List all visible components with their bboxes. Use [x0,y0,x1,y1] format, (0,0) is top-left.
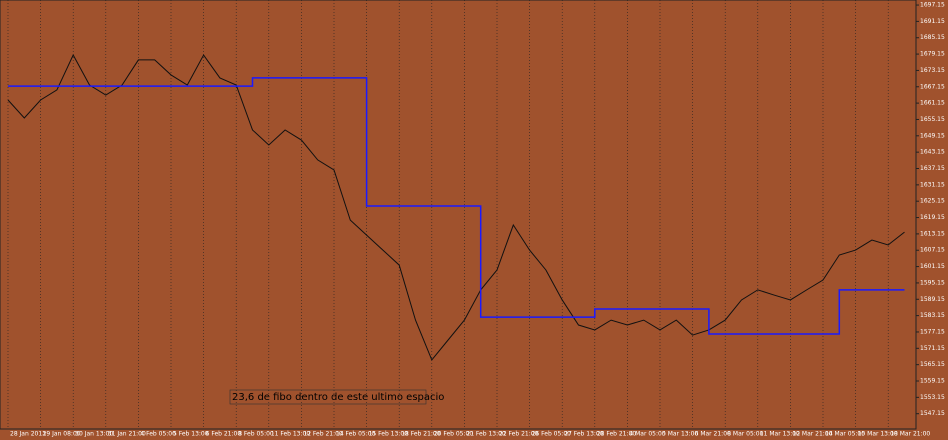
x-tick-label: 6 Mar 21:00 [695,431,731,438]
x-tick-label: 12 Feb 21:00 [303,431,343,438]
x-tick-label: 8 Feb 05:00 [238,431,274,438]
y-tick-label: 1571.15 [920,345,945,352]
x-tick-label: 20 Feb 05:00 [434,431,474,438]
y-tick-label: 1673.15 [920,67,945,74]
y-tick-label: 1679.15 [920,51,945,58]
y-tick-label: 1697.15 [920,2,945,9]
x-tick-label: 31 Jan 21:00 [108,431,146,438]
y-tick-label: 1691.15 [920,18,945,25]
x-tick-label: 28 Jan 2013 [10,431,46,438]
x-tick-label: 4 Feb 05:00 [140,431,176,438]
x-tick-label: 11 Feb 13:00 [271,431,311,438]
y-tick-label: 1565.15 [920,361,945,368]
x-tick-label: 15 Feb 13:00 [369,431,409,438]
price-line [7,53,905,361]
x-tick-label: 18 Mar 21:00 [890,431,930,438]
y-tick-label: 1667.15 [920,83,945,90]
y-tick-label: 1625.15 [920,198,945,205]
x-tick-label: 4 Mar 05:00 [629,431,665,438]
annotation-box [229,389,427,405]
y-tick-label: 1655.15 [920,116,945,123]
x-tick-label: 30 Jan 13:00 [75,431,113,438]
y-tick-label: 1637.15 [920,165,945,172]
x-tick-label: 27 Feb 13:00 [564,431,604,438]
y-tick-label: 1643.15 [920,149,945,156]
y-tick-label: 1613.15 [920,230,945,237]
y-tick-label: 1547.15 [920,410,945,417]
x-tick-label: 14 Feb 05:00 [336,431,376,438]
y-tick-label: 1559.15 [920,378,945,385]
x-tick-label: 12 Mar 21:00 [792,431,832,438]
x-tick-label: 29 Jan 08:00 [43,431,81,438]
y-tick-label: 1583.15 [920,312,945,319]
y-tick-label: 1619.15 [920,214,945,221]
x-tick-label: 21 Feb 13:00 [466,431,506,438]
x-tick-label: 11 Mar 13:00 [760,431,800,438]
x-tick-label: 14 Mar 05:00 [825,431,865,438]
y-tick-label: 1577.15 [920,328,945,335]
y-tick-label: 1607.15 [920,247,945,254]
y-tick-label: 1601.15 [920,263,945,270]
x-tick-label: 26 Feb 05:00 [532,431,572,438]
y-tick-label: 1661.15 [920,100,945,107]
x-tick-label: 5 Mar 13:00 [662,431,698,438]
plot-area [0,0,917,430]
y-tick-label: 1589.15 [920,296,945,303]
y-tick-label: 1685.15 [920,34,945,41]
x-tick-label: 28 Feb 21:00 [597,431,637,438]
x-tick-label: 22 Feb 21:00 [499,431,539,438]
y-tick-label: 1649.15 [920,132,945,139]
y-tick-label: 1595.15 [920,279,945,286]
annotation: 23,6 de fibo dentro de este ultimo espac… [232,392,444,403]
x-tick-label: 5 Feb 13:00 [173,431,209,438]
x-tick-label: 6 Feb 21:00 [206,431,242,438]
x-tick-label: 15 Mar 13:00 [858,431,898,438]
x-tick-label: 18 Feb 21:00 [401,431,441,438]
pivot-line [8,77,905,335]
x-tick-label: 8 Mar 05:00 [727,431,763,438]
y-tick-label: 1631.15 [920,181,945,188]
y-tick-label: 1553.15 [920,394,945,401]
